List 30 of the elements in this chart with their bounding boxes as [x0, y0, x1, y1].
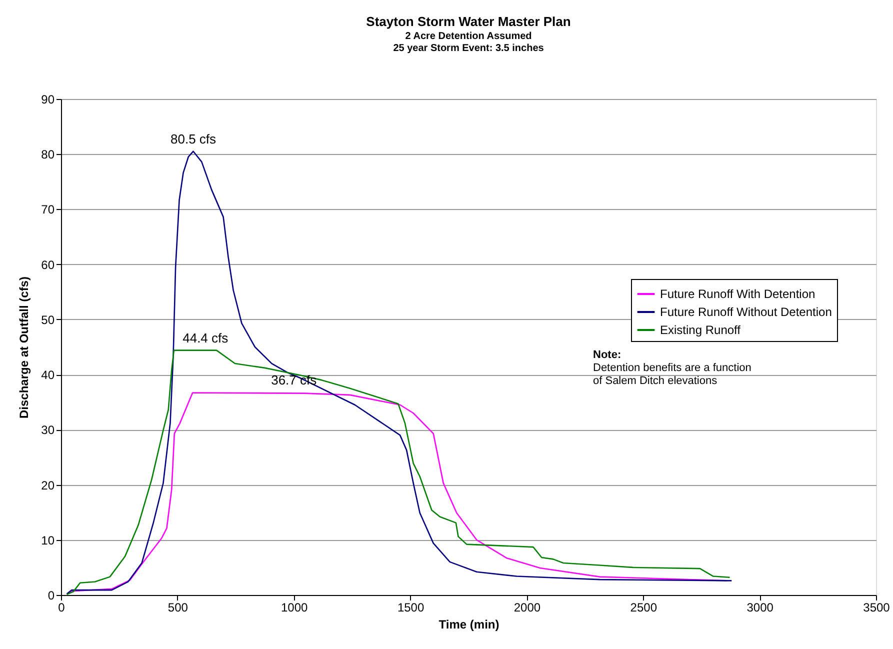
x-tick-label: 1500 [397, 600, 424, 614]
y-tick-label: 50 [41, 312, 55, 327]
y-tick-label: 60 [41, 258, 55, 272]
annotation: Detention benefits are a function [593, 362, 752, 374]
y-tick-label: 70 [41, 202, 55, 217]
y-axis-title: Discharge at Outfall (cfs) [17, 276, 32, 419]
legend-label: Existing Runoff [660, 323, 742, 337]
legend-label: Future Runoff Without Detention [660, 305, 832, 319]
x-axis-title: Time (min) [438, 618, 500, 632]
y-tick-label: 0 [48, 588, 55, 602]
y-tick-label: 80 [41, 148, 55, 162]
y-tick-label: 40 [41, 368, 55, 382]
y-tick-label: 10 [41, 533, 55, 548]
legend-label: Future Runoff With Detention [660, 287, 816, 301]
x-tick-label: 2500 [630, 600, 658, 614]
annotation: Note: [593, 349, 622, 361]
x-tick-label: 0 [58, 600, 66, 614]
x-tick-label: 500 [168, 600, 188, 614]
chart-title: Stayton Storm Water Master Plan [366, 14, 571, 29]
annotation: of Salem Ditch elevations [593, 375, 718, 387]
x-tick-label: 3500 [863, 600, 890, 614]
y-tick-label: 90 [41, 92, 55, 106]
annotation: 44.4 cfs [182, 330, 229, 346]
y-tick-label: 20 [41, 478, 55, 492]
y-tick-label: 30 [41, 423, 55, 438]
x-tick-label: 2000 [514, 600, 541, 614]
chart-subtitle: 2 Acre Detention Assumed 25 year Storm Event: 3.5 inches [393, 31, 544, 54]
x-tick-label: 1000 [281, 600, 308, 614]
x-tick-label: 3000 [746, 600, 774, 614]
annotation: 80.5 cfs [170, 131, 217, 146]
